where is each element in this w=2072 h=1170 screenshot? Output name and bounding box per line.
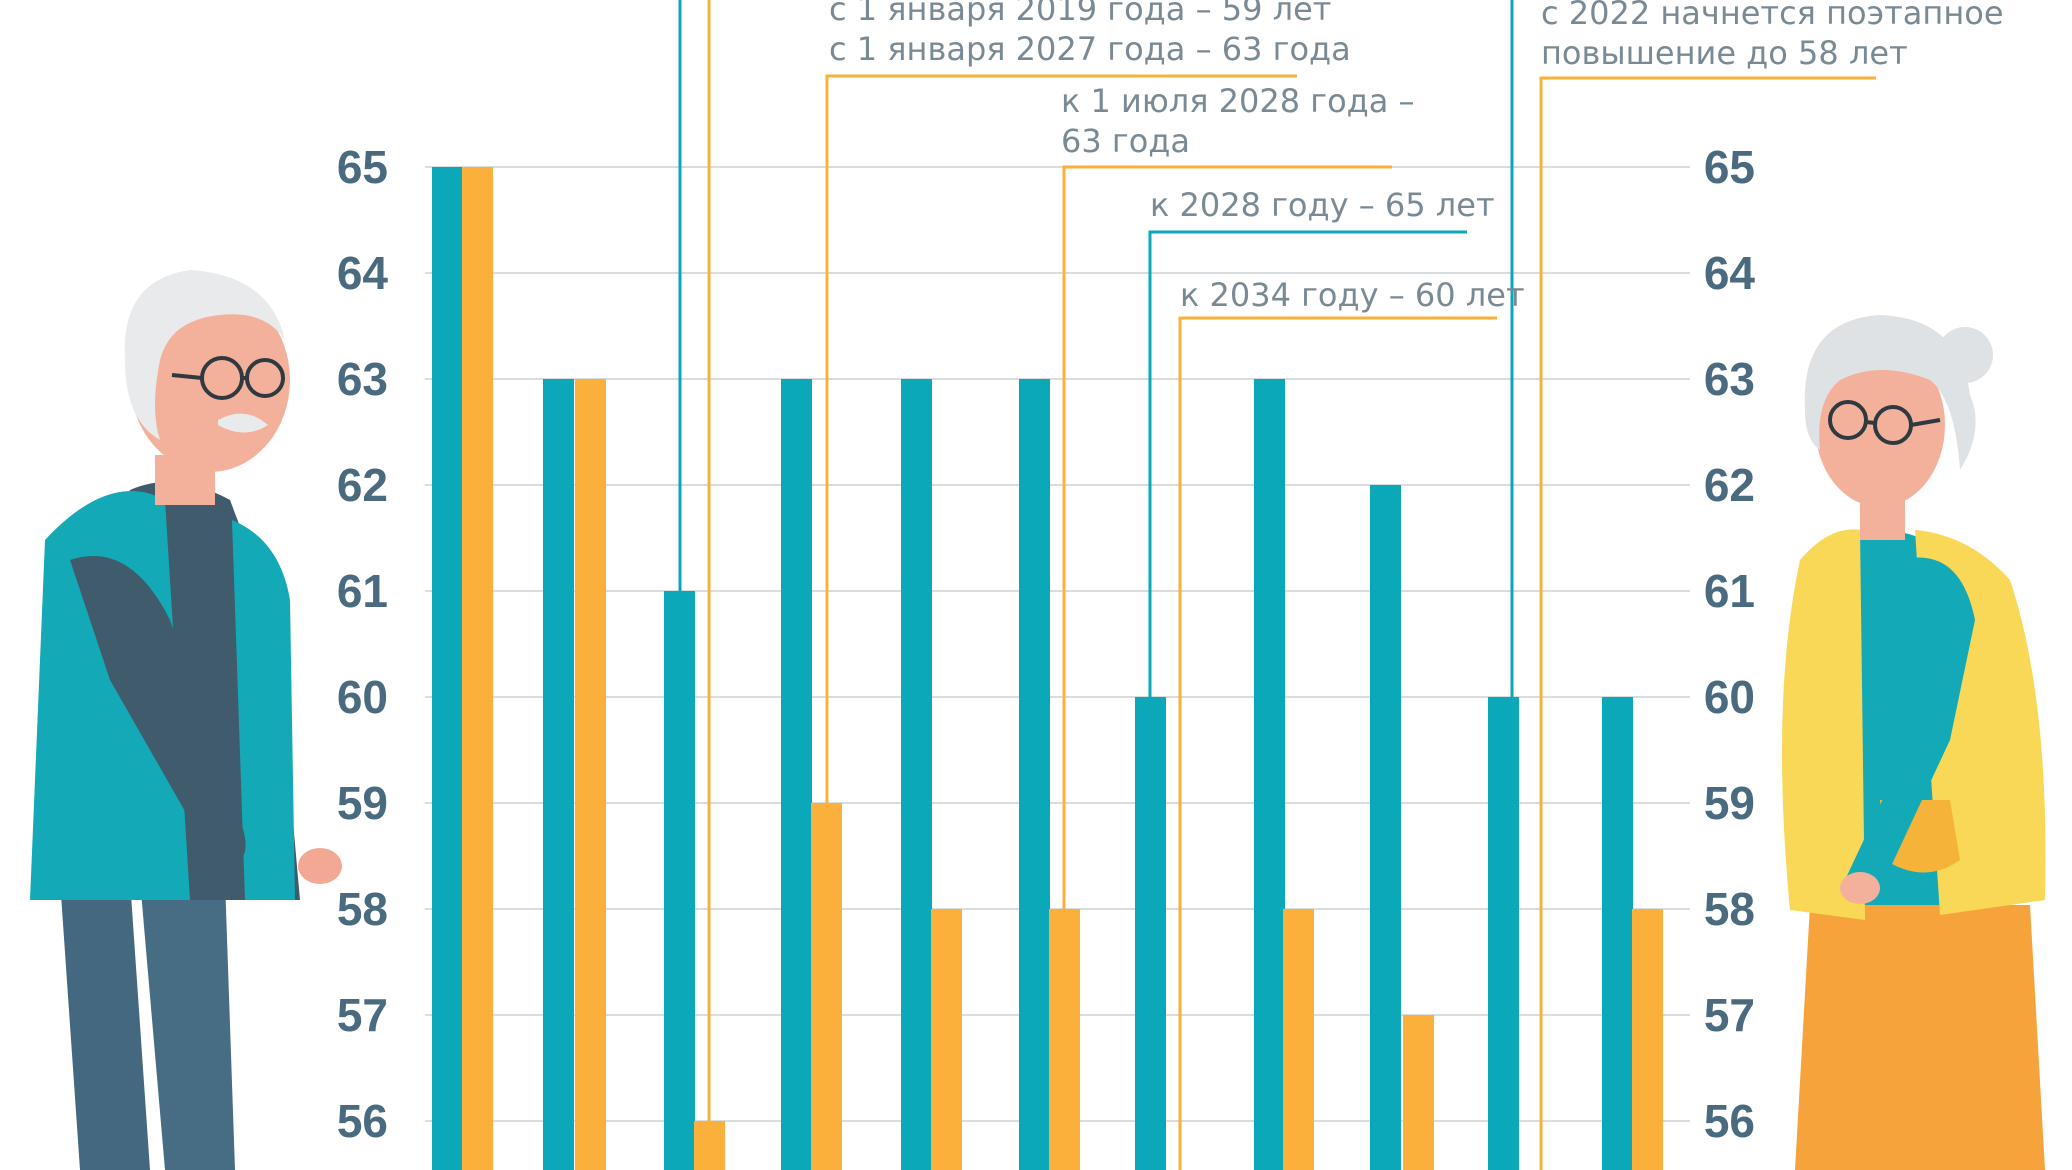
bar-teal xyxy=(901,379,932,1170)
bar-orange xyxy=(1283,909,1314,1170)
bar-orange xyxy=(462,167,493,1170)
annotation-text: к 2034 году – 60 лет xyxy=(1180,276,1525,314)
y-tick-right: 56 xyxy=(1704,1095,1755,1147)
bar-orange xyxy=(694,1121,725,1170)
y-tick-left: 64 xyxy=(337,247,389,299)
series-orange-bars xyxy=(462,167,1663,1170)
annotation-text: повышение до 58 лет xyxy=(1541,34,1908,72)
y-tick-right: 62 xyxy=(1704,459,1755,511)
y-tick-left: 56 xyxy=(337,1095,388,1147)
bar-teal xyxy=(1019,379,1050,1170)
y-tick-right: 63 xyxy=(1704,353,1755,405)
bar-teal xyxy=(1254,379,1285,1170)
y-tick-right: 64 xyxy=(1704,247,1756,299)
bar-teal xyxy=(1602,697,1633,1170)
y-tick-right: 59 xyxy=(1704,777,1755,829)
bar-teal xyxy=(432,167,463,1170)
bar-orange xyxy=(1049,909,1080,1170)
y-tick-right: 61 xyxy=(1704,565,1755,617)
elderly-woman-illustration xyxy=(1782,315,2046,1170)
y-tick-left: 60 xyxy=(337,671,388,723)
annotation-text: с 1 января 2027 года – 63 года xyxy=(829,30,1351,68)
y-tick-left: 65 xyxy=(337,141,388,193)
bar-orange xyxy=(575,379,606,1170)
annotation-text: 63 года xyxy=(1061,122,1190,160)
bar-orange xyxy=(811,803,842,1170)
annotation-text: с 1 января 2019 года – 59 лет xyxy=(829,0,1331,28)
y-tick-right: 65 xyxy=(1704,141,1755,193)
y-tick-left: 57 xyxy=(337,989,388,1041)
callout-line xyxy=(1062,165,1392,909)
annotation-text: к 2028 году – 65 лет xyxy=(1150,186,1495,224)
y-tick-left: 63 xyxy=(337,353,388,405)
bar-orange xyxy=(1403,1015,1434,1170)
y-axis-left: 65 64 63 62 61 60 59 58 57 56 xyxy=(337,141,389,1147)
bar-orange xyxy=(1632,909,1663,1170)
y-tick-right: 57 xyxy=(1704,989,1755,1041)
bar-teal xyxy=(664,591,695,1170)
y-tick-left: 58 xyxy=(337,883,388,935)
bar-orange xyxy=(931,909,962,1170)
annotation-text: к 1 июля 2028 года – xyxy=(1061,82,1415,120)
y-tick-right: 58 xyxy=(1704,883,1755,935)
bar-teal xyxy=(1135,697,1166,1170)
y-tick-left: 62 xyxy=(337,459,388,511)
y-tick-left: 61 xyxy=(337,565,388,617)
elderly-man-illustration xyxy=(30,270,342,1170)
y-tick-left: 59 xyxy=(337,777,388,829)
bar-teal xyxy=(781,379,812,1170)
y-tick-right: 60 xyxy=(1704,671,1755,723)
callout-line xyxy=(1539,76,1876,1170)
annotation-text: с 2022 начнется поэтапное xyxy=(1541,0,2004,32)
y-axis-right: 65 64 63 62 61 60 59 58 57 56 xyxy=(1704,141,1756,1147)
callout-line xyxy=(1148,230,1467,697)
bar-teal xyxy=(543,379,574,1170)
series-teal-bars xyxy=(432,167,1633,1170)
callout-line xyxy=(1178,316,1497,1170)
callout-line xyxy=(825,74,1297,803)
bar-teal xyxy=(1370,485,1401,1170)
bar-teal xyxy=(1488,697,1519,1170)
